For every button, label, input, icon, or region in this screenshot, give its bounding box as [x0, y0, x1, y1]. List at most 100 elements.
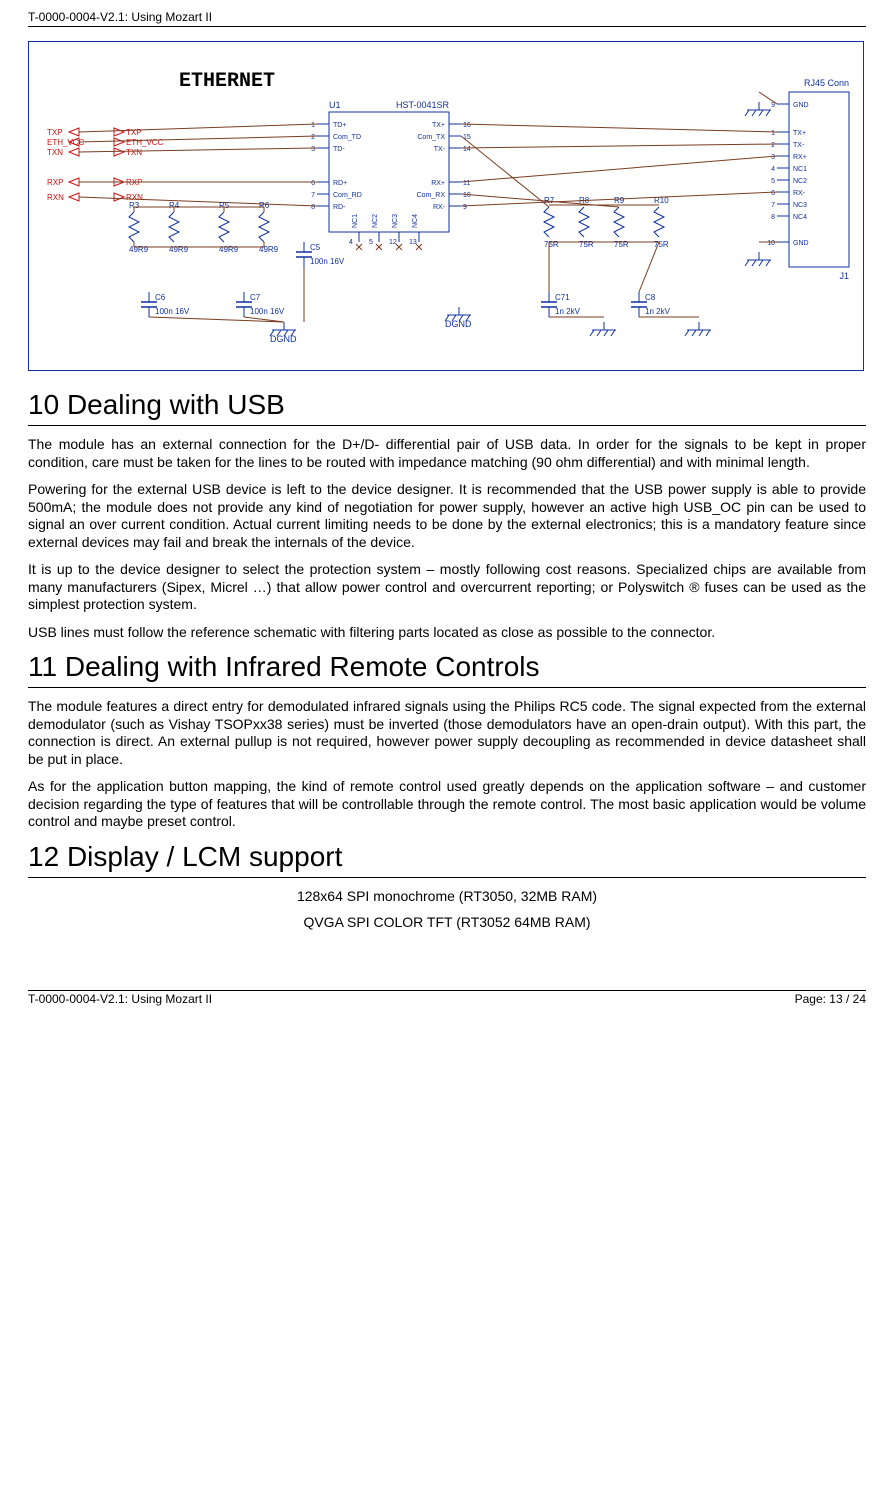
section-10-heading: 10 Dealing with USB	[28, 389, 866, 421]
svg-text:75R: 75R	[579, 240, 594, 249]
svg-text:13: 13	[409, 239, 417, 246]
svg-text:RX+: RX+	[793, 154, 807, 161]
svg-text:R9: R9	[614, 196, 625, 205]
svg-text:2: 2	[771, 142, 775, 149]
svg-text:TX-: TX-	[793, 142, 805, 149]
svg-text:C6: C6	[155, 293, 166, 302]
svg-text:RXN: RXN	[47, 193, 64, 202]
para-11b: As for the application button mapping, t…	[28, 778, 866, 831]
svg-text:1n 2kV: 1n 2kV	[555, 307, 581, 316]
header-doc-id: T-0000-0004-V2.1: Using Mozart II	[28, 10, 866, 24]
svg-text:15: 15	[463, 134, 471, 141]
svg-text:TX-: TX-	[434, 146, 446, 153]
svg-text:1n 2kV: 1n 2kV	[645, 307, 671, 316]
section-12-title: Display / LCM support	[67, 841, 342, 872]
svg-text:RD-: RD-	[333, 204, 346, 211]
svg-text:DGND: DGND	[445, 319, 472, 329]
svg-text:4: 4	[771, 166, 775, 173]
svg-text:4: 4	[349, 239, 353, 246]
svg-text:NC1: NC1	[352, 214, 359, 228]
svg-text:49R9: 49R9	[169, 245, 189, 254]
svg-text:Com_RD: Com_RD	[333, 192, 362, 199]
svg-text:ETH_VCC: ETH_VCC	[126, 138, 164, 147]
svg-text:100n 16V: 100n 16V	[155, 307, 190, 316]
svg-text:NC1: NC1	[793, 166, 807, 173]
svg-text:8: 8	[311, 204, 315, 211]
svg-text:75R: 75R	[544, 240, 559, 249]
svg-text:2: 2	[311, 134, 315, 141]
svg-text:49R9: 49R9	[259, 245, 279, 254]
svg-text:Com_TD: Com_TD	[333, 134, 361, 141]
svg-text:14: 14	[463, 146, 471, 153]
svg-text:RX+: RX+	[431, 180, 445, 187]
svg-text:J1: J1	[839, 271, 849, 281]
svg-text:GND: GND	[793, 102, 809, 109]
section-10-rule	[28, 425, 866, 426]
svg-text:RD+: RD+	[333, 180, 347, 187]
para-10c: It is up to the device designer to selec…	[28, 561, 866, 614]
svg-text:1: 1	[311, 122, 315, 129]
section-11-heading: 11 Dealing with Infrared Remote Controls	[28, 651, 866, 683]
svg-text:TXP: TXP	[126, 128, 142, 137]
svg-text:10: 10	[463, 192, 471, 199]
section-11-rule	[28, 687, 866, 688]
svg-text:3: 3	[311, 146, 315, 153]
svg-text:HST-0041SR: HST-0041SR	[396, 100, 450, 110]
footer-doc-id: T-0000-0004-V2.1: Using Mozart II	[28, 992, 212, 1006]
ethernet-schematic: U1HST-0041SR1TD+2Com_TD3TD-6RD+7Com_RD8R…	[28, 41, 864, 371]
svg-text:10: 10	[767, 240, 775, 247]
svg-text:75R: 75R	[614, 240, 629, 249]
svg-text:Com_RX: Com_RX	[417, 192, 446, 199]
svg-text:100n 16V: 100n 16V	[250, 307, 285, 316]
para-10a: The module has an external connection fo…	[28, 436, 866, 471]
svg-text:NC2: NC2	[793, 178, 807, 185]
svg-text:7: 7	[311, 192, 315, 199]
svg-text:C5: C5	[310, 243, 321, 252]
svg-text:3: 3	[771, 154, 775, 161]
svg-text:TX+: TX+	[432, 122, 445, 129]
schematic-title: ETHERNET	[179, 70, 275, 93]
section-12-rule	[28, 877, 866, 878]
footer-page: Page: 13 / 24	[795, 992, 866, 1006]
section-10-title: Dealing with USB	[67, 389, 285, 420]
svg-text:TD+: TD+	[333, 122, 346, 129]
svg-text:16: 16	[463, 122, 471, 129]
svg-text:RX-: RX-	[433, 204, 446, 211]
svg-text:RXP: RXP	[47, 178, 63, 187]
svg-text:TXP: TXP	[47, 128, 63, 137]
footer: T-0000-0004-V2.1: Using Mozart II Page: …	[28, 990, 866, 1006]
svg-text:GND: GND	[793, 240, 809, 247]
svg-text:NC3: NC3	[392, 214, 399, 228]
section-10-num: 10	[28, 389, 59, 420]
svg-text:C7: C7	[250, 293, 261, 302]
para-11a: The module features a direct entry for d…	[28, 698, 866, 768]
svg-text:12: 12	[389, 239, 397, 246]
svg-text:Com_TX: Com_TX	[417, 134, 445, 141]
svg-text:6: 6	[771, 190, 775, 197]
section-11-num: 11	[28, 651, 57, 682]
svg-text:49R9: 49R9	[129, 245, 149, 254]
svg-text:RJ45 Conn: RJ45 Conn	[804, 78, 849, 88]
svg-text:9: 9	[771, 102, 775, 109]
para-12a: 128x64 SPI monochrome (RT3050, 32MB RAM)	[28, 888, 866, 904]
section-11-title: Dealing with Infrared Remote Controls	[65, 651, 540, 682]
para-10b: Powering for the external USB device is …	[28, 481, 866, 551]
svg-text:ETH_VCC: ETH_VCC	[47, 138, 85, 147]
svg-text:49R9: 49R9	[219, 245, 239, 254]
svg-text:NC3: NC3	[793, 202, 807, 209]
svg-text:100n 16V: 100n 16V	[310, 257, 345, 266]
para-10d: USB lines must follow the reference sche…	[28, 624, 866, 642]
svg-text:C71: C71	[555, 293, 570, 302]
svg-text:TX+: TX+	[793, 130, 806, 137]
svg-text:RX-: RX-	[793, 190, 806, 197]
svg-text:NC4: NC4	[793, 214, 807, 221]
svg-text:8: 8	[771, 214, 775, 221]
svg-text:TXN: TXN	[126, 148, 142, 157]
svg-text:9: 9	[463, 204, 467, 211]
svg-text:5: 5	[771, 178, 775, 185]
svg-text:DGND: DGND	[270, 334, 297, 344]
svg-text:7: 7	[771, 202, 775, 209]
svg-text:C8: C8	[645, 293, 656, 302]
svg-text:NC2: NC2	[372, 214, 379, 228]
svg-text:6: 6	[311, 180, 315, 187]
